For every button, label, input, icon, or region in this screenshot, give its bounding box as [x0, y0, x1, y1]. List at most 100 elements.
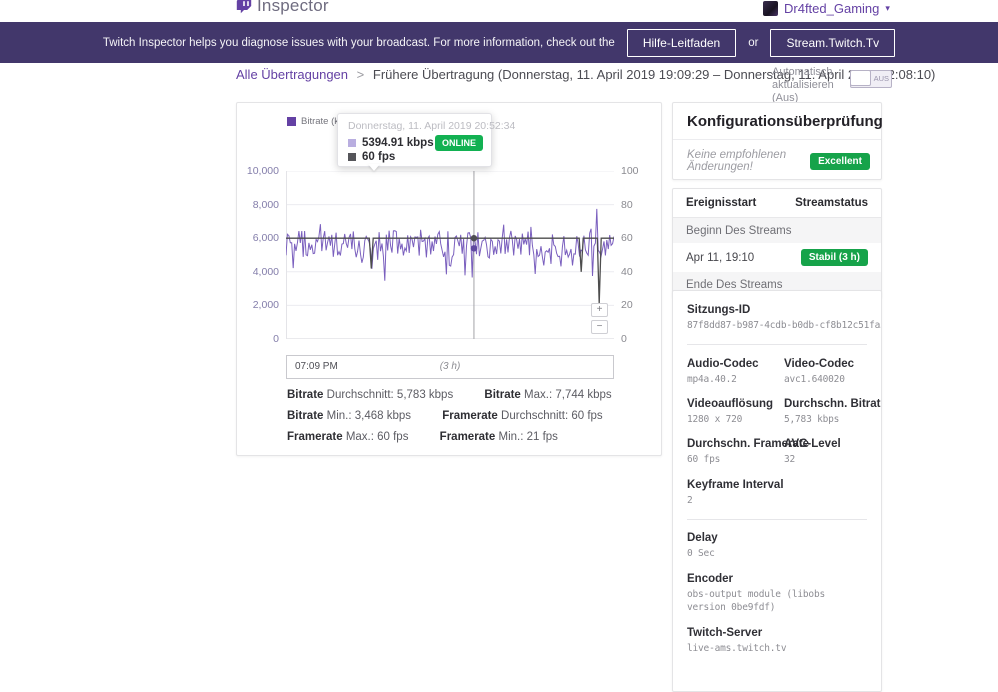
stats-row: Framerate Max.: 60 fps Framerate Min.: 2…: [287, 427, 640, 448]
breadcrumb-all-broadcasts-link[interactable]: Alle Übertragungen: [236, 67, 349, 82]
events-col-start: Ereignisstart: [686, 197, 757, 209]
stat-label: Bitrate: [287, 389, 324, 401]
stat-label: Bitrate: [287, 410, 324, 422]
encoder-field: Encoder obs-output module (libobs versio…: [687, 573, 867, 614]
stat-value: Durchschnitt: 60 fps: [497, 410, 603, 422]
framerate-swatch: [348, 153, 356, 161]
bitrate-legend-swatch: [287, 117, 296, 126]
audio-codec-value: mp4a.40.2: [687, 374, 737, 385]
brush-start-time: 07:09 PM: [295, 361, 338, 372]
zoom-out-button[interactable]: −: [591, 320, 608, 334]
logo-text: Inspector: [257, 0, 329, 15]
avc-level-field: AVC-Level 32: [784, 438, 867, 466]
toggle-knob: [850, 70, 871, 86]
username: Dr4fted_Gaming: [784, 1, 880, 16]
bitrate-swatch: [348, 139, 356, 147]
avg-framerate-field: Durchschn. Framerate 60 fps: [687, 438, 810, 466]
tooltip-pointer: [368, 164, 380, 171]
tooltip-date: Donnerstag, 11. April 2019 20:52:34: [348, 120, 516, 132]
resolution-field: Videoauflösung 1280 x 720: [687, 398, 784, 426]
events-col-status: Streamstatus: [795, 197, 868, 209]
right-axis-tick: 20: [621, 299, 633, 312]
auto-refresh-label: Automatisch aktualisieren (Aus): [772, 66, 834, 104]
help-guide-button[interactable]: Hilfe-Leitfaden: [626, 28, 737, 57]
event-label: Beginn Des Streams: [686, 224, 792, 237]
user-avatar: [763, 1, 778, 16]
stat-label: Framerate: [287, 431, 343, 443]
delay-label: Delay: [687, 532, 718, 544]
breadcrumb: Alle Übertragungen > Frühere Übertragung…: [236, 67, 935, 82]
events-table-header: Ereignisstart Streamstatus: [673, 189, 881, 218]
auto-refresh-toggle[interactable]: AUS: [850, 70, 892, 88]
zoom-in-button[interactable]: +: [591, 303, 608, 317]
twitch-server-label: Twitch-Server: [687, 627, 763, 639]
resolution-label: Videoauflösung: [687, 398, 774, 410]
banner-message: Twitch Inspector helps you diagnose issu…: [102, 36, 615, 49]
audio-codec-label: Audio-Codec: [687, 358, 759, 370]
twitch-server-value: live-ams.twitch.tv: [687, 643, 787, 654]
chevron-down-icon: ▾: [885, 3, 890, 13]
breadcrumb-separator: >: [356, 67, 365, 82]
stat-label: Framerate: [442, 410, 498, 422]
divider: [687, 344, 867, 345]
top-header: Inspector Dr4fted_Gaming ▾: [0, 0, 998, 22]
right-axis-tick: 60: [621, 232, 633, 245]
stat-value: Min.: 3,468 kbps: [323, 410, 412, 422]
stat-value: Max.: 60 fps: [342, 431, 409, 443]
twitch-inspector-logo[interactable]: Inspector: [236, 0, 329, 16]
stats-row: Bitrate Min.: 3,468 kbps Framerate Durch…: [287, 406, 640, 427]
stat-label: Framerate: [439, 431, 496, 443]
stream-twitch-tv-button[interactable]: Stream.Twitch.Tv: [770, 28, 896, 57]
left-axis-tick: 6,000: [252, 232, 279, 245]
session-id-field: Sitzungs-ID 87f8dd87-b987-4cdb-b0db-cf8b…: [687, 304, 882, 332]
stream-events-card: Ereignisstart Streamstatus Beginn Des St…: [672, 188, 882, 298]
table-row[interactable]: Apr 11, 19:10 Stabil (3 h): [673, 243, 881, 272]
breadcrumb-current: Frühere Übertragung (Donnerstag, 11. Apr…: [372, 67, 936, 82]
right-axis-tick: 80: [621, 198, 633, 211]
bitrate-legend-label: Bitrate (kbps): [301, 116, 358, 127]
table-row[interactable]: Beginn Des Streams: [673, 218, 881, 243]
twitch-glitch-icon: [236, 0, 252, 14]
left-axis-tick: 4,000: [252, 265, 279, 278]
video-codec-field: Video-Codec avc1.640020: [784, 358, 867, 386]
avg-bitrate-field: Durchschn. Bitrate 5,783 kbps: [784, 398, 882, 426]
session-details-card: Sitzungs-ID 87f8dd87-b987-4cdb-b0db-cf8b…: [672, 290, 882, 692]
tooltip-bitrate-row: 5394.91 kbps: [348, 137, 434, 149]
left-axis-tick: 10,000: [246, 165, 279, 177]
session-id-value: 87f8dd87-b987-4cdb-b0db-cf8b12c51fa5: [687, 320, 882, 331]
bitrate-framerate-chart[interactable]: [286, 171, 614, 339]
avg-bitrate-value: 5,783 kbps: [784, 414, 840, 425]
delay-field: Delay 0 Sec: [687, 532, 867, 560]
divider: [687, 519, 867, 520]
tooltip-framerate-value: 60 fps: [362, 151, 396, 163]
audio-codec-field: Audio-Codec mp4a.40.2: [687, 358, 784, 386]
left-axis-tick: 2,000: [252, 299, 279, 312]
chart-tooltip: Donnerstag, 11. April 2019 20:52:34 5394…: [337, 113, 515, 167]
event-label: Ende Des Streams: [686, 278, 783, 291]
session-id-label: Sitzungs-ID: [687, 304, 751, 316]
avg-framerate-label: Durchschn. Framerate: [687, 438, 810, 450]
encoder-value: obs-output module (libobs version 0be9fd…: [687, 589, 825, 613]
config-check-title: Konfigurationsüberprüfung: [673, 103, 883, 140]
right-axis-tick: 0: [621, 333, 627, 345]
avg-bitrate-label: Durchschn. Bitrate: [784, 398, 882, 410]
stat-label: Bitrate: [484, 389, 521, 401]
resolution-value: 1280 x 720: [687, 414, 743, 425]
online-status-badge: ONLINE: [434, 135, 483, 151]
info-banner: Twitch Inspector helps you diagnose issu…: [0, 22, 998, 63]
left-axis-tick: 8,000: [252, 198, 279, 211]
avc-level-value: 32: [784, 454, 796, 465]
time-range-brush[interactable]: 07:09 PM (3 h): [286, 355, 614, 379]
left-axis-tick: 0: [273, 333, 279, 345]
config-check-note: Keine empfohlenen Änderungen!: [687, 149, 787, 173]
chart-legend[interactable]: Bitrate (kbps): [287, 116, 358, 127]
stats-row: Bitrate Durchschnitt: 5,783 kbps Bitrate…: [287, 385, 640, 406]
tooltip-bitrate-value: 5394.91 kbps: [362, 137, 434, 149]
video-codec-value: avc1.640020: [784, 374, 845, 385]
keyframe-interval-label: Keyframe Interval: [687, 479, 784, 491]
avc-level-label: AVC-Level: [784, 438, 841, 450]
stream-stats: Bitrate Durchschnitt: 5,783 kbps Bitrate…: [287, 385, 640, 448]
user-menu[interactable]: Dr4fted_Gaming ▾: [763, 1, 890, 16]
bitrate-chart-card: Bitrate (kbps) 10,000 8,000 6,000 4,000 …: [236, 102, 662, 456]
keyframe-interval-value: 2: [687, 495, 693, 506]
